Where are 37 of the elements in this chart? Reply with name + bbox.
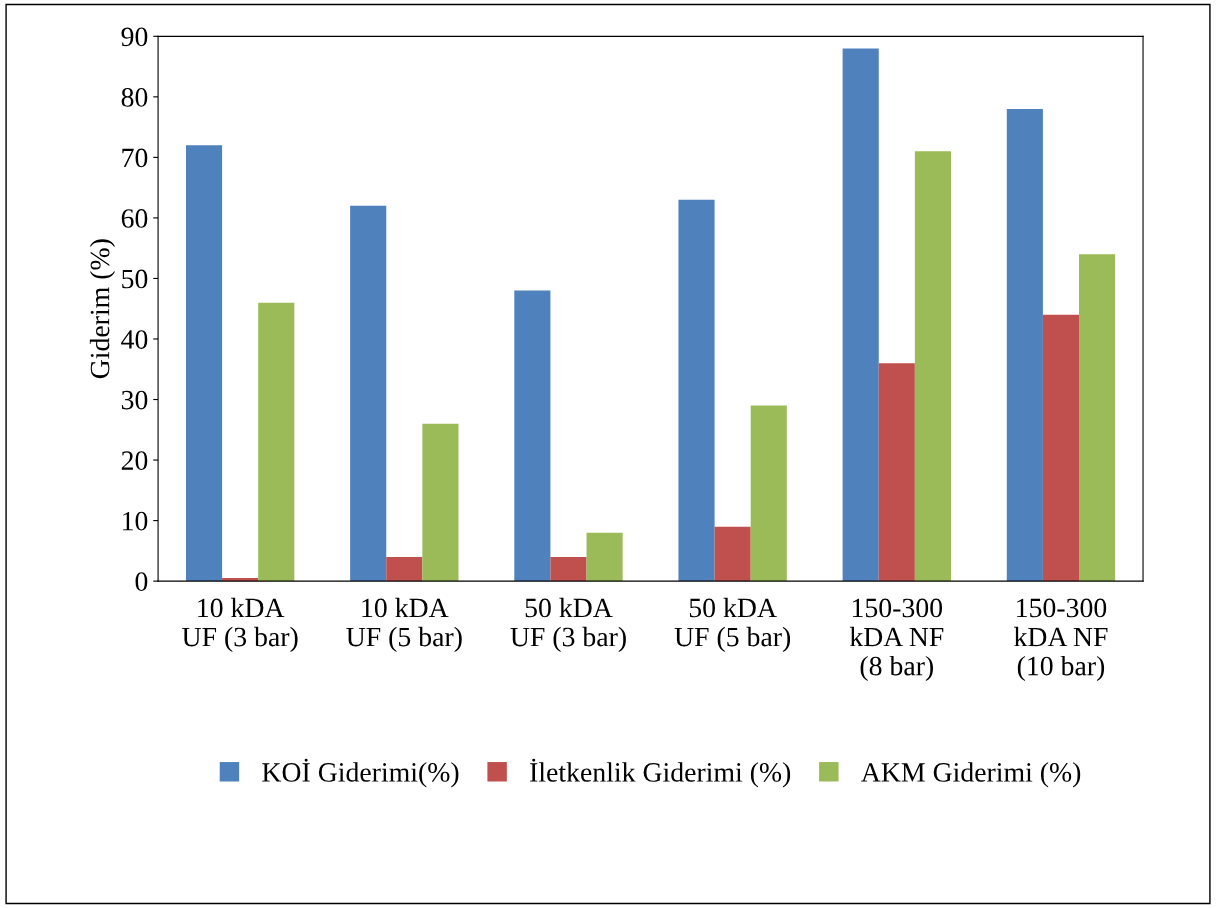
bar <box>914 151 951 582</box>
y-tick-label: 70 <box>122 148 148 168</box>
x-tick-label: 50 kDA UF (3 bar) <box>510 597 626 653</box>
bar <box>1042 314 1080 582</box>
bar <box>678 199 715 582</box>
bar <box>1006 108 1043 582</box>
bar <box>386 556 423 582</box>
bar <box>185 145 223 582</box>
x-tick-label: 150-300 kDA NF (10 bar) <box>1014 598 1108 682</box>
bar <box>422 423 459 582</box>
y-tick-label: 60 <box>121 209 148 228</box>
x-tick-label: 50 kDA UF (5 bar) <box>674 597 791 653</box>
x-tick-label: 10 kDA UF (3 bar) <box>182 597 298 653</box>
legend-label: İletkenlik Giderimi (%) <box>530 758 791 788</box>
y-tick-label: 80 <box>121 88 148 107</box>
x-tick-label: 150-300 kDA NF (8 bar) <box>849 598 944 682</box>
bar <box>1079 254 1116 582</box>
y-tick-label: 90 <box>121 27 148 47</box>
y-tick-label: 50 <box>122 269 148 289</box>
y-tick-label: 20 <box>121 451 148 470</box>
legend-label: AKM Giderimi (%) <box>861 762 1081 788</box>
bar <box>750 405 787 582</box>
y-tick-label: 10 <box>123 511 148 531</box>
y-tick-label: 40 <box>121 330 148 349</box>
x-tick-label: 10 kDA UF (5 bar) <box>346 597 462 653</box>
y-tick-label: 0 <box>135 572 148 592</box>
bar <box>350 205 387 582</box>
bar <box>258 302 295 582</box>
bar <box>586 532 623 582</box>
bar <box>514 290 551 582</box>
bar <box>842 48 879 582</box>
legend-label: KOİ Giderimi(%) <box>262 758 459 788</box>
bar <box>714 526 751 582</box>
y-axis-title: Giderim (%) <box>89 239 116 379</box>
bar <box>550 556 587 582</box>
bar <box>878 363 915 582</box>
y-tick-label: 30 <box>121 390 148 410</box>
